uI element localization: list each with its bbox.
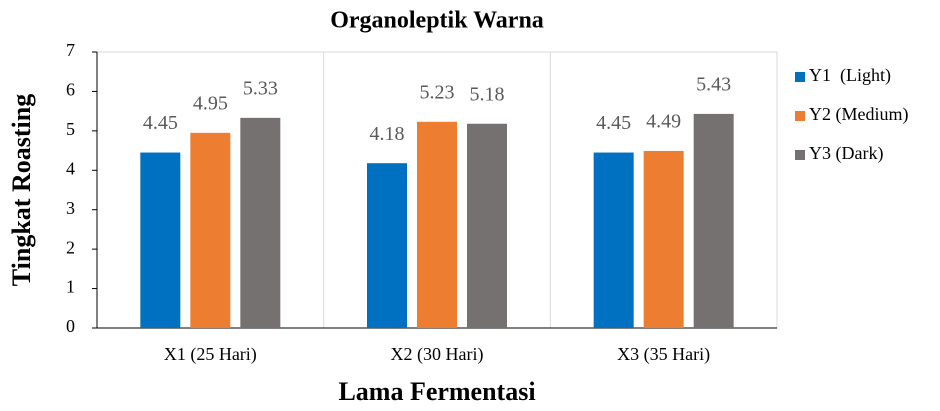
x-tick-label: X3 (35 Hari) [617,344,710,365]
value-label: 5.23 [420,81,455,103]
bar [467,123,507,328]
x-tick-label: X2 (30 Hari) [391,344,484,365]
value-label: 4.95 [193,92,228,114]
bar [693,113,734,328]
x-tick-label: X1 (25 Hari) [164,344,257,365]
y-tick-label: 7 [66,40,75,60]
value-label: 5.18 [470,83,505,105]
y-tick-label: 2 [66,237,75,257]
legend-label: Y1 (Light) [809,65,891,86]
value-label: 5.43 [696,73,731,95]
bar [190,132,231,328]
y-tick-label: 4 [66,158,75,178]
bar [140,152,181,328]
legend-label: Y3 (Dark) [809,143,883,164]
bar [643,150,684,328]
y-tick-label: 1 [66,277,75,297]
value-label: 4.45 [596,112,631,134]
legend-swatch [795,150,805,160]
value-label: 5.33 [243,77,278,99]
bar [417,121,457,328]
value-label: 4.49 [646,111,681,133]
y-tick-label: 3 [66,198,75,218]
legend-swatch [795,72,805,82]
legend-swatch [795,111,805,121]
x-axis-label: Lama Fermentasi [338,377,535,406]
value-label: 4.45 [143,112,178,134]
bar [367,163,407,328]
legend-label: Y2 (Medium) [809,104,908,125]
y-tick-label: 0 [66,316,75,336]
y-axis-label: Tingkat Roasting [7,94,36,286]
value-label: 4.18 [370,123,405,145]
bar [240,117,281,329]
chart-title: Organoleptik Warna [330,8,544,34]
y-tick-label: 6 [66,80,75,100]
bar [593,152,634,328]
y-tick-label: 5 [66,119,75,139]
